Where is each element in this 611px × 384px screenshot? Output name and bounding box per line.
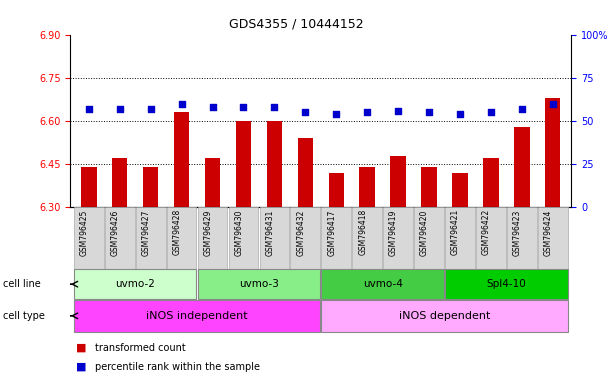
Bar xyxy=(507,207,536,269)
Bar xyxy=(74,270,197,299)
Text: uvmo-3: uvmo-3 xyxy=(239,279,279,289)
Bar xyxy=(74,207,104,269)
Text: iNOS independent: iNOS independent xyxy=(146,311,248,321)
Text: GSM796417: GSM796417 xyxy=(327,209,336,256)
Point xyxy=(238,104,248,110)
Bar xyxy=(260,207,289,269)
Text: GSM796426: GSM796426 xyxy=(111,209,120,256)
Bar xyxy=(514,127,530,207)
Text: ■: ■ xyxy=(76,362,87,372)
Text: GSM796427: GSM796427 xyxy=(142,209,151,256)
Text: GSM796422: GSM796422 xyxy=(482,209,491,255)
Text: GSM796432: GSM796432 xyxy=(296,209,306,256)
Point xyxy=(548,101,558,107)
Bar xyxy=(483,159,499,207)
Text: GSM796419: GSM796419 xyxy=(389,209,398,256)
Text: percentile rank within the sample: percentile rank within the sample xyxy=(95,362,260,372)
Bar xyxy=(229,207,258,269)
Text: GSM796418: GSM796418 xyxy=(358,209,367,255)
Bar xyxy=(167,207,197,269)
Bar xyxy=(422,167,437,207)
Bar xyxy=(205,159,220,207)
Text: GSM796429: GSM796429 xyxy=(203,209,213,256)
Bar xyxy=(174,113,189,207)
Bar xyxy=(545,98,560,207)
Bar xyxy=(476,207,506,269)
Text: GSM796431: GSM796431 xyxy=(265,209,274,256)
Text: uvmo-4: uvmo-4 xyxy=(363,279,403,289)
Bar xyxy=(321,207,351,269)
Text: uvmo-2: uvmo-2 xyxy=(115,279,155,289)
Bar xyxy=(321,300,568,331)
Point xyxy=(115,106,125,112)
Point xyxy=(301,109,310,116)
Text: GSM796425: GSM796425 xyxy=(80,209,89,256)
Text: Spl4-10: Spl4-10 xyxy=(486,279,526,289)
Text: GSM796420: GSM796420 xyxy=(420,209,429,256)
Point xyxy=(362,109,372,116)
Bar xyxy=(414,207,444,269)
Text: GSM796421: GSM796421 xyxy=(451,209,460,255)
Text: iNOS dependent: iNOS dependent xyxy=(399,311,490,321)
Text: GSM796430: GSM796430 xyxy=(235,209,243,256)
Bar xyxy=(538,207,568,269)
Bar xyxy=(290,207,320,269)
Bar xyxy=(81,167,97,207)
Text: cell type: cell type xyxy=(3,311,45,321)
Bar xyxy=(112,159,128,207)
Text: cell line: cell line xyxy=(3,279,41,289)
Point xyxy=(424,109,434,116)
Bar xyxy=(445,270,568,299)
Bar xyxy=(329,173,344,207)
Point xyxy=(146,106,156,112)
Point xyxy=(269,104,279,110)
Bar xyxy=(321,270,444,299)
Point xyxy=(486,109,496,116)
Text: GSM796424: GSM796424 xyxy=(544,209,553,256)
Bar xyxy=(74,300,320,331)
Point xyxy=(177,101,186,107)
Bar xyxy=(198,207,227,269)
Point xyxy=(331,111,341,117)
Bar xyxy=(298,138,313,207)
Text: ■: ■ xyxy=(76,343,87,353)
Bar xyxy=(266,121,282,207)
Bar xyxy=(136,207,166,269)
Text: GSM796423: GSM796423 xyxy=(513,209,522,256)
Bar xyxy=(236,121,251,207)
Bar xyxy=(452,173,467,207)
Bar xyxy=(198,270,320,299)
Point xyxy=(208,104,218,110)
Bar xyxy=(383,207,413,269)
Bar xyxy=(105,207,134,269)
Point xyxy=(517,106,527,112)
Point xyxy=(455,111,465,117)
Point xyxy=(84,106,93,112)
Bar xyxy=(143,167,158,207)
Bar xyxy=(353,207,382,269)
Bar xyxy=(390,156,406,207)
Text: transformed count: transformed count xyxy=(95,343,186,353)
Bar xyxy=(359,167,375,207)
Text: GDS4355 / 10444152: GDS4355 / 10444152 xyxy=(229,17,364,30)
Text: GSM796428: GSM796428 xyxy=(172,209,181,255)
Point xyxy=(393,108,403,114)
Bar xyxy=(445,207,475,269)
